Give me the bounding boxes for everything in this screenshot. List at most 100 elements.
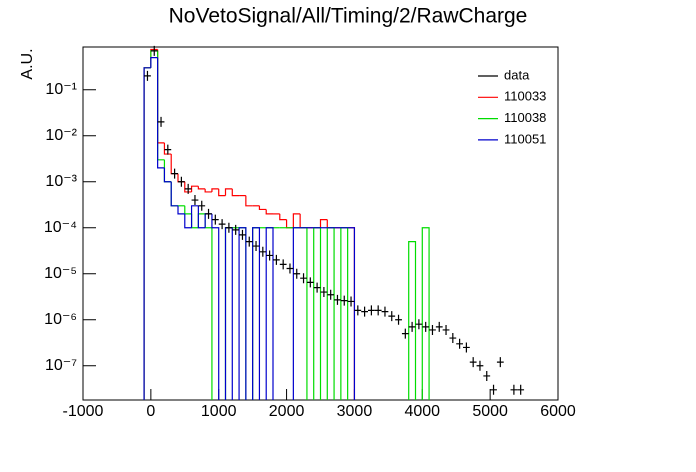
data-point (354, 305, 362, 316)
data-point (395, 314, 402, 325)
data-point (225, 222, 233, 233)
x-tick-label: 1000 (201, 403, 237, 420)
histogram-bin (421, 227, 430, 400)
histogram-bin (347, 227, 356, 400)
histogram-bin (184, 213, 192, 229)
histogram-bin (224, 227, 233, 400)
histogram-bin (177, 205, 185, 215)
histogram-bin (197, 213, 206, 228)
data-point (259, 246, 267, 257)
histogram-bin (245, 195, 253, 207)
y-tick-label: 10⁻⁵ (44, 265, 77, 282)
histogram-bin (157, 49, 165, 144)
data-point (429, 324, 436, 335)
histogram-bin (190, 185, 199, 192)
y-tick-label: 10⁻⁷ (45, 357, 77, 374)
data-point (164, 144, 172, 155)
data-point (415, 319, 423, 330)
histogram-bin (252, 227, 261, 400)
histogram-bin (265, 209, 273, 215)
data-point (171, 168, 178, 179)
histogram-bin (238, 227, 247, 400)
histogram-bin (326, 219, 335, 229)
histogram-bin (265, 227, 274, 400)
histogram-bin (204, 188, 212, 193)
data-point (205, 208, 212, 219)
data-point (388, 311, 396, 322)
histogram-bin (190, 213, 199, 229)
data-point (211, 214, 219, 225)
data-point (239, 229, 246, 240)
y-tick-label: 10⁻⁶ (44, 311, 77, 328)
histogram-bin (150, 57, 158, 68)
histogram-bin (163, 142, 172, 155)
data-point (469, 357, 477, 368)
data-point (381, 306, 389, 317)
chart-title: NoVetoSignal/All/Timing/2/RawCharge (169, 5, 528, 28)
histogram-bin (211, 213, 220, 400)
y-axis-label: A.U. (19, 48, 36, 79)
data-point (483, 370, 491, 381)
data-point (252, 241, 260, 252)
x-tick-label: 0 (146, 403, 155, 420)
histogram-bin (184, 181, 192, 193)
legend-label: data (504, 67, 530, 82)
histogram-bin (258, 205, 267, 211)
data-point (286, 263, 294, 274)
histogram-bin (300, 227, 308, 400)
data-point (273, 254, 280, 265)
data-point (442, 324, 450, 335)
histogram-bin (252, 227, 260, 400)
data-point (449, 333, 457, 344)
data-point (361, 306, 368, 317)
data-point (266, 250, 273, 261)
histogram-bin (184, 205, 192, 215)
histogram-bin (163, 159, 172, 183)
legend-label: 110033 (504, 89, 546, 104)
data-point (245, 236, 253, 247)
histogram-bin (292, 227, 301, 400)
histogram-bin (170, 181, 178, 207)
data-point (517, 384, 525, 395)
histogram-bin (224, 188, 233, 196)
data-point (401, 328, 409, 339)
data-point (422, 321, 430, 332)
data-point (496, 357, 504, 368)
histogram-bin (190, 205, 199, 228)
data-point (313, 282, 321, 293)
data-point (510, 384, 518, 395)
histogram-bin (326, 227, 335, 400)
histogram-bin (204, 213, 213, 400)
data-point (368, 305, 375, 316)
data-point (327, 289, 335, 300)
histogram-bin (170, 181, 178, 207)
data-point (144, 70, 151, 81)
data-point (463, 342, 470, 353)
histogram-bin (218, 188, 226, 197)
histogram-bin (231, 188, 240, 197)
histogram-bin (211, 188, 219, 192)
data-point (320, 287, 328, 298)
x-tick-label: 2000 (269, 403, 305, 420)
histogram-bin (347, 227, 356, 400)
x-tick-label: 3000 (337, 403, 373, 420)
data-point (340, 295, 348, 306)
data-point (334, 294, 341, 305)
x-tick-label: -1000 (63, 403, 104, 420)
data-point (306, 277, 314, 288)
histogram-bin (340, 227, 349, 400)
histogram-bin (224, 227, 233, 400)
data-point (476, 360, 484, 371)
y-tick-label: 10⁻² (45, 127, 77, 144)
histogram-bin (197, 205, 206, 229)
x-tick-label: 5000 (472, 403, 508, 420)
histogram-bin (285, 219, 294, 229)
data-point (435, 321, 443, 332)
histogram-bin (313, 227, 322, 400)
histogram-bin (299, 213, 307, 229)
histogram-bin (163, 167, 172, 183)
data-point (300, 273, 307, 284)
histogram-bin (143, 67, 151, 400)
x-tick-label: 4000 (404, 403, 440, 420)
